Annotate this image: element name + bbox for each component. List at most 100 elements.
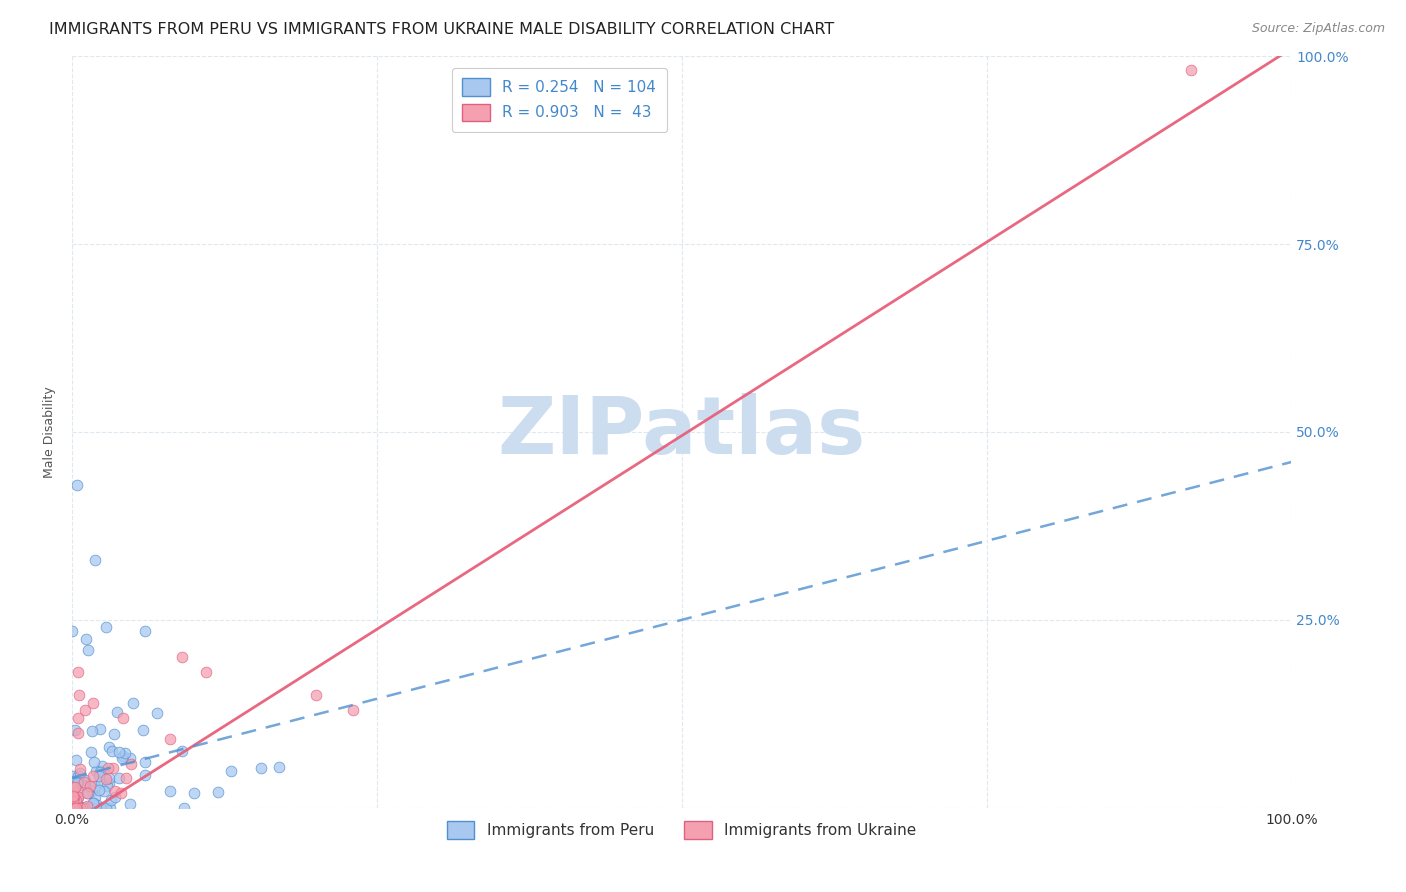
Point	[66, 775, 89, 789]
Point	[219, 764, 242, 779]
Point	[65, 801, 87, 815]
Point	[65, 775, 87, 789]
Legend: Immigrants from Peru, Immigrants from Ukraine: Immigrants from Peru, Immigrants from Uk…	[441, 815, 922, 846]
Point	[69, 800, 91, 814]
Point	[67, 725, 90, 739]
Point	[67, 789, 90, 804]
Point	[80, 784, 103, 798]
Point	[105, 705, 128, 719]
Point	[250, 761, 273, 775]
Point	[65, 780, 87, 795]
Point	[75, 801, 97, 815]
Point	[83, 755, 105, 769]
Point	[90, 801, 112, 815]
Point	[62, 794, 84, 808]
Point	[120, 756, 142, 771]
Point	[195, 665, 218, 680]
Point	[79, 745, 101, 759]
Point	[60, 801, 83, 815]
Point	[97, 776, 120, 790]
Point	[173, 801, 195, 815]
Point	[170, 650, 193, 665]
Point	[305, 688, 328, 702]
Point	[63, 801, 86, 815]
Point	[73, 772, 96, 787]
Point	[114, 746, 136, 760]
Point	[84, 553, 107, 567]
Point	[62, 790, 84, 805]
Point	[89, 722, 111, 736]
Point	[69, 762, 91, 776]
Point	[62, 801, 84, 815]
Point	[91, 764, 114, 778]
Point	[65, 801, 87, 815]
Point	[90, 801, 112, 815]
Point	[159, 784, 181, 798]
Point	[72, 801, 94, 815]
Point	[66, 769, 89, 783]
Point	[73, 775, 96, 789]
Point	[90, 774, 112, 789]
Point	[65, 793, 87, 807]
Point	[114, 772, 136, 786]
Point	[82, 769, 104, 783]
Point	[103, 790, 125, 805]
Point	[63, 801, 86, 815]
Point	[89, 764, 111, 779]
Point	[103, 761, 125, 775]
Point	[96, 779, 118, 793]
Point	[63, 723, 86, 738]
Point	[94, 772, 117, 786]
Point	[62, 786, 84, 800]
Point	[91, 759, 114, 773]
Y-axis label: Male Disability: Male Disability	[44, 386, 56, 478]
Point	[98, 801, 121, 815]
Point	[86, 797, 108, 812]
Point	[65, 801, 87, 815]
Point	[79, 801, 101, 815]
Point	[73, 703, 96, 717]
Text: IMMIGRANTS FROM PERU VS IMMIGRANTS FROM UKRAINE MALE DISABILITY CORRELATION CHAR: IMMIGRANTS FROM PERU VS IMMIGRANTS FROM …	[49, 22, 834, 37]
Point	[84, 779, 107, 793]
Point	[65, 777, 87, 791]
Point	[107, 746, 129, 760]
Point	[63, 774, 86, 789]
Point	[62, 789, 84, 803]
Point	[110, 786, 132, 800]
Point	[63, 801, 86, 815]
Point	[70, 800, 93, 814]
Point	[66, 801, 89, 815]
Point	[76, 801, 98, 815]
Point	[96, 620, 118, 634]
Point	[60, 801, 83, 815]
Point	[67, 688, 90, 702]
Point	[103, 727, 125, 741]
Point	[76, 801, 98, 815]
Point	[94, 801, 117, 815]
Point	[69, 800, 91, 814]
Point	[112, 749, 135, 764]
Point	[134, 756, 156, 770]
Point	[76, 786, 98, 800]
Point	[62, 769, 84, 783]
Point	[62, 801, 84, 815]
Point	[89, 783, 111, 797]
Point	[63, 801, 86, 815]
Point	[66, 665, 89, 680]
Point	[63, 801, 86, 815]
Point	[134, 624, 156, 639]
Point	[65, 795, 87, 809]
Point	[66, 783, 89, 797]
Point	[159, 732, 181, 747]
Point	[69, 766, 91, 780]
Point	[69, 801, 91, 815]
Point	[76, 798, 98, 813]
Point	[72, 778, 94, 792]
Point	[76, 801, 98, 815]
Point	[107, 771, 129, 785]
Point	[80, 801, 103, 815]
Point	[80, 723, 103, 738]
Point	[82, 796, 104, 810]
Point	[83, 790, 105, 805]
Point	[82, 797, 104, 811]
